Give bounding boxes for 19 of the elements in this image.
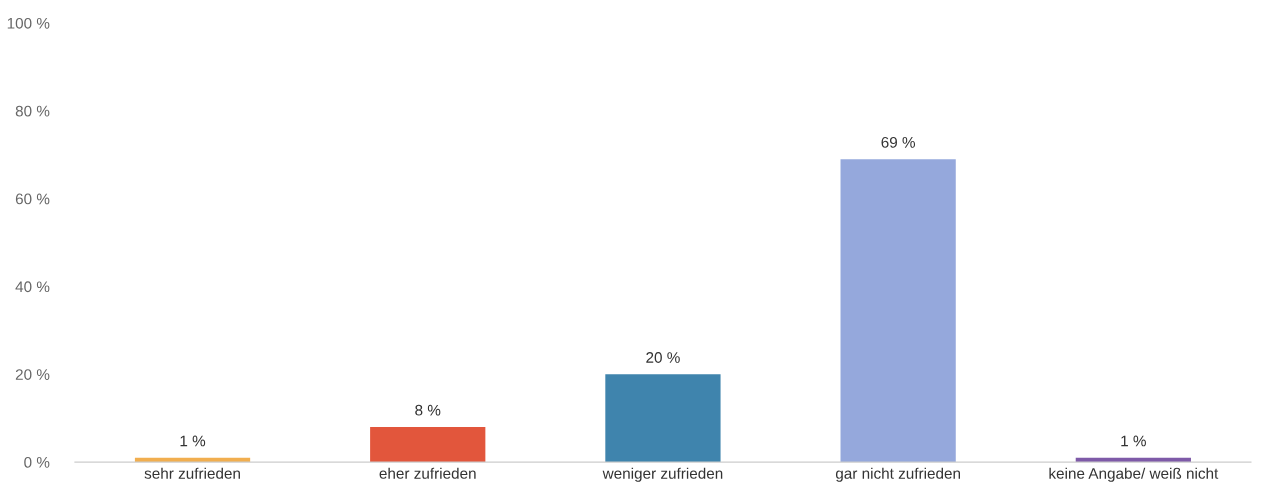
y-tick-label: 40 % (15, 281, 50, 293)
x-tick-label: gar nicht zufrieden (835, 467, 960, 482)
x-tick-label: eher zufrieden (379, 467, 476, 479)
y-tick-label: 80 % (15, 105, 50, 117)
x-tick-label: keine Angabe/ weiß nicht (1049, 467, 1219, 482)
y-tick-label: 20 % (15, 369, 50, 380)
data-label: 8 % (415, 404, 441, 416)
bar (605, 374, 721, 463)
bar (370, 426, 486, 463)
y-tick-label: 100 % (7, 17, 50, 29)
x-tick-label: sehr zufrieden (144, 467, 240, 479)
x-tick-label: weniger zufrieden (602, 467, 723, 482)
y-tick-label: 0 % (24, 456, 50, 468)
data-label: 1 % (180, 435, 206, 447)
data-label: 1 % (1121, 435, 1146, 447)
y-tick-label: 60 % (15, 193, 50, 205)
bar (840, 159, 956, 463)
data-label: 69 % (881, 136, 916, 148)
data-label: 20 % (646, 352, 680, 363)
